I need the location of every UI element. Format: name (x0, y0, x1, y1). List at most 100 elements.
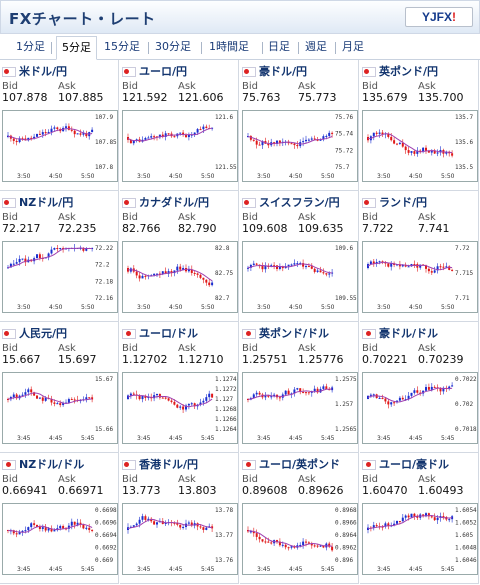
currency-card[interactable]: NZドル/ドル Bid Ask 0.66941 0.66971 0.6698 0.6696 0… (0, 453, 119, 584)
candle-body (258, 144, 261, 146)
mini-chart[interactable]: 107.9 107.85 107.8 3:50 4:50 5:50 (2, 110, 118, 182)
ask-value: 75.773 (298, 91, 337, 104)
x-tick-label: 3:45 (257, 435, 271, 442)
currency-pair-title[interactable]: ユーロ/豪ドル (362, 456, 449, 472)
tab-weekly[interactable]: 週足 (305, 40, 327, 53)
mini-chart[interactable]: 121.6 121.55 3:50 4:50 5:50 (122, 110, 238, 182)
currency-card[interactable]: 豪ドル/円 Bid Ask 75.763 75.773 75.76 75.74 75.72 75… (240, 60, 359, 191)
candle-body (375, 132, 378, 134)
candle-body (170, 271, 173, 274)
y-tick-label: 107.9 (95, 114, 113, 121)
currency-card[interactable]: カナダドル/円 Bid Ask 82.766 82.790 82.8 82.75 82.7 3:… (120, 191, 239, 322)
currency-pair-name[interactable]: ユーロ/円 (139, 65, 188, 78)
yjfx-logo[interactable]: YJFX! (405, 7, 473, 27)
mini-chart[interactable]: 0.6698 0.6696 0.6694 0.6692 0.669 3:45 4:45 5:4… (2, 503, 118, 575)
candle-body (73, 130, 76, 135)
mini-chart[interactable]: 82.8 82.75 82.7 3:50 4:50 5:50 (122, 241, 238, 313)
candle-body (369, 261, 372, 265)
mini-chart[interactable]: 1.6054 1.6052 1.605 1.6048 1.6046 3:45 4:45 5:4… (362, 503, 478, 575)
candle-body (255, 533, 258, 537)
candle-body (325, 273, 328, 275)
tab-daily[interactable]: 日足 (268, 40, 290, 53)
candle-body (378, 397, 381, 399)
candlestick-chart: 72.22 72.2 72.18 72.16 3:50 4:50 5:50 (7, 244, 113, 311)
candle-body (56, 248, 59, 249)
mini-chart[interactable]: 75.76 75.74 75.72 75.7 3:50 4:50 5:50 (242, 110, 358, 182)
currency-card[interactable]: 人民元/円 Bid Ask 15.667 15.697 15.67 15.66 3:45 4:4… (0, 322, 119, 453)
currency-pair-name[interactable]: ユーロ/ドル (139, 327, 199, 340)
currency-pair-title[interactable]: 人民元/円 (2, 325, 67, 341)
currency-pair-name[interactable]: ランド/円 (379, 196, 428, 209)
currency-pair-title[interactable]: 豪ドル/円 (242, 63, 307, 79)
currency-pair-name[interactable]: 豪ドル/ドル (379, 327, 439, 340)
tab-monthly[interactable]: 月足 (342, 40, 364, 53)
currency-pair-name[interactable]: 英ポンド/ドル (259, 327, 330, 340)
currency-pair-name[interactable]: スイスフラン/円 (259, 196, 340, 209)
candle-body (187, 134, 190, 138)
mini-chart[interactable]: 72.22 72.2 72.18 72.16 3:50 4:50 5:50 (2, 241, 118, 313)
currency-pair-title[interactable]: 英ポンド/円 (362, 63, 438, 79)
candle-body (141, 396, 144, 400)
currency-card[interactable]: 米ドル/円 Bid Ask 107.878 107.885 107.9 107.85 107.… (0, 60, 119, 191)
currency-pair-name[interactable]: 英ポンド/円 (379, 65, 439, 78)
x-tick-label: 3:50 (257, 173, 271, 180)
candle-body (255, 263, 258, 265)
tab-15min[interactable]: 15分足 (104, 40, 140, 53)
currency-pair-title[interactable]: ユーロ/円 (122, 63, 187, 79)
x-tick-label: 3:45 (377, 566, 391, 573)
currency-pair-title[interactable]: NZドル/円 (2, 194, 73, 210)
currency-card[interactable]: ユーロ/英ポンド Bid Ask 0.89608 0.89626 0.8968 0.8966… (240, 453, 359, 584)
currency-pair-title[interactable]: ランド/円 (362, 194, 427, 210)
currency-pair-title[interactable]: NZドル/ドル (2, 456, 84, 472)
currency-card[interactable]: 香港ドル/円 Bid Ask 13.773 13.803 13.78 13.77 13.76 3… (120, 453, 239, 584)
currency-card[interactable]: 豪ドル/ドル Bid Ask 0.70221 0.70239 0.7022 0.702 0.7… (360, 322, 479, 453)
candle-body (53, 530, 56, 532)
mini-chart[interactable]: 0.7022 0.702 0.7018 3:45 4:45 5:45 (362, 372, 478, 444)
currency-card[interactable]: NZドル/円 Bid Ask 72.217 72.235 72.22 72.2 72.18 72… (0, 191, 119, 322)
candle-body (27, 527, 30, 531)
currency-pair-name[interactable]: 人民元/円 (19, 327, 68, 340)
currency-pair-name[interactable]: NZドル/円 (19, 196, 74, 209)
currency-card[interactable]: ユーロ/ドル Bid Ask 1.12702 1.12710 1.1274 1.1272 1.… (120, 322, 239, 453)
candle-body (211, 393, 214, 398)
rate-grid: 米ドル/円 Bid Ask 107.878 107.885 107.9 107.85 107.… (0, 60, 480, 585)
mini-chart[interactable]: 15.67 15.66 3:45 4:45 5:45 (2, 372, 118, 444)
currency-pair-name[interactable]: NZドル/ドル (19, 458, 85, 471)
currency-pair-name[interactable]: ユーロ/英ポンド (259, 458, 341, 471)
mini-chart[interactable]: 135.7 135.6 135.5 3:50 4:50 5:50 (362, 110, 478, 182)
candle-body (7, 267, 9, 269)
tab-1min[interactable]: 1分足 (16, 40, 45, 53)
tab-5min[interactable]: 5分足 (56, 36, 97, 60)
currency-pair-name[interactable]: 米ドル/円 (19, 65, 68, 78)
mini-chart[interactable]: 109.6 109.55 3:50 4:50 5:50 (242, 241, 358, 313)
currency-card[interactable]: ランド/円 Bid Ask 7.722 7.741 7.72 7.715 7.71 3:50 4:… (360, 191, 479, 322)
currency-pair-title[interactable]: カナダドル/円 (122, 194, 209, 210)
candle-body (199, 274, 202, 278)
candle-body (258, 536, 261, 540)
currency-pair-title[interactable]: スイスフラン/円 (242, 194, 340, 210)
currency-card[interactable]: ユーロ/円 Bid Ask 121.592 121.606 121.6 121.55 3:50… (120, 60, 239, 191)
y-tick-label: 0.8962 (335, 545, 357, 552)
currency-pair-name[interactable]: ユーロ/豪ドル (379, 458, 450, 471)
currency-pair-title[interactable]: ユーロ/英ポンド (242, 456, 340, 472)
mini-chart[interactable]: 0.8968 0.8966 0.8964 0.8962 0.896 3:45 4:45 5:4… (242, 503, 358, 575)
tab-1hour[interactable]: 1時間足 (209, 40, 249, 53)
mini-chart[interactable]: 7.72 7.715 7.71 3:50 4:50 5:50 (362, 241, 478, 313)
currency-pair-name[interactable]: 豪ドル/円 (259, 65, 308, 78)
currency-pair-title[interactable]: ユーロ/ドル (122, 325, 198, 341)
candle-body (190, 134, 193, 136)
currency-pair-title[interactable]: 米ドル/円 (2, 63, 67, 79)
currency-pair-title[interactable]: 豪ドル/ドル (362, 325, 438, 341)
currency-card[interactable]: スイスフラン/円 Bid Ask 109.608 109.635 109.6 109.55 3… (240, 191, 359, 322)
mini-chart[interactable]: 1.1274 1.1272 1.127 1.1268 1.1266 1.1264 3:45 4… (122, 372, 238, 444)
mini-chart[interactable]: 13.78 13.77 13.76 3:45 4:45 5:45 (122, 503, 238, 575)
currency-card[interactable]: 英ポンド/円 Bid Ask 135.679 135.700 135.7 135.6 135.… (360, 60, 479, 191)
currency-pair-title[interactable]: 香港ドル/円 (122, 456, 198, 472)
currency-card[interactable]: ユーロ/豪ドル Bid Ask 1.60470 1.60493 1.6054 1.6052 1… (360, 453, 479, 584)
currency-pair-title[interactable]: 英ポンド/ドル (242, 325, 329, 341)
tab-30min[interactable]: 30分足 (155, 40, 191, 53)
currency-card[interactable]: 英ポンド/ドル Bid Ask 1.25751 1.25776 1.2575 1.257 1.… (240, 322, 359, 453)
currency-pair-name[interactable]: 香港ドル/円 (139, 458, 199, 471)
currency-pair-name[interactable]: カナダドル/円 (139, 196, 210, 209)
mini-chart[interactable]: 1.2575 1.257 1.2565 3:45 4:45 5:45 (242, 372, 358, 444)
